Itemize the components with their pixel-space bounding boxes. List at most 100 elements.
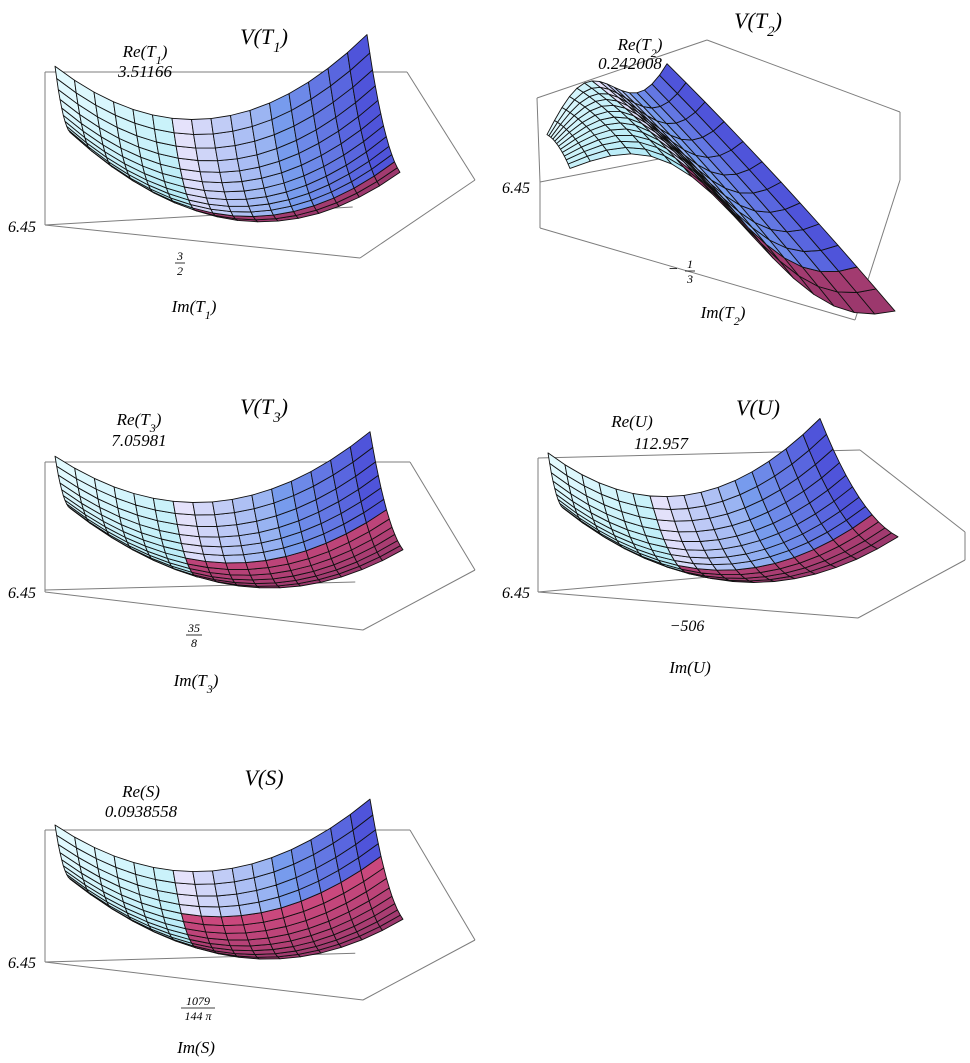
x-tick-label: −506 [670,618,705,635]
surface-patch [227,568,251,576]
surface-patch [659,63,687,94]
fixed-parameter-label: Re(T1) [122,42,168,67]
z-tick-label: 6.45 [8,585,36,602]
surface-patch [194,514,218,527]
x-tick-denominator: 3 [686,272,693,286]
surface-patch [198,536,222,548]
x-tick-denominator: 2 [177,264,183,278]
surface-patch [196,525,220,538]
surface-patch [191,118,214,135]
x-tick-denominator: 144 π [184,1009,212,1023]
surface-patch [174,512,198,527]
surface-patch [193,133,216,149]
fixed-parameter-value: 7.05981 [111,431,166,450]
surface-patch [229,945,254,952]
x-tick-label: 358 [186,621,202,650]
surface-patch [802,418,827,451]
surface-patch [197,160,221,173]
surface-patch [223,924,247,934]
box-edge [359,179,476,259]
surface-patch [219,170,243,184]
fixed-parameter-label: Re(T2) [617,35,663,60]
box-edge [706,39,901,113]
box-edge [537,591,859,619]
surface-patch [201,181,225,193]
z-tick-label: 6.45 [502,180,530,197]
box-edge [536,97,541,183]
x-tick-label: −13 [668,257,695,286]
panel-title: V(U) [736,395,780,420]
panel-1: V(T1) Re(T1)3.51166 6.45 32 Im(T1) [8,24,476,322]
box-edge [44,961,364,1001]
surface-patch [223,554,247,564]
surface-mesh [547,418,899,583]
box-edge [406,71,476,181]
box-edge [362,569,476,631]
z-tick-label: 6.45 [8,955,36,972]
surface-patch [221,181,245,193]
panel-title: V(T1) [240,24,288,56]
surface-patch [220,915,245,927]
surface-patch [200,545,224,556]
surface-patch [192,501,216,516]
z-tick-label: 6.45 [502,585,530,602]
fixed-parameter-value: 112.957 [634,434,689,453]
box-edge [409,829,476,941]
surface-mesh [54,431,404,589]
surface-patch [172,500,196,516]
surface-patch [198,906,222,918]
panel-3: V(T3) Re(T3)7.05981 6.45 358 Im(T3) [8,394,476,696]
surface-mesh [54,798,404,960]
x-axis-label: Im(T3) [173,671,219,696]
surface-patch [218,535,242,548]
surface-patch [225,932,249,941]
surface-patch [174,882,198,897]
x-tick-numerator: 1079 [186,994,210,1008]
box-edge [857,559,966,619]
surface-patch [349,431,374,463]
surface-patch [220,545,245,556]
surface-patch [192,870,216,885]
surface-patch [212,498,235,516]
fixed-parameter-label: Re(T3) [116,410,162,435]
x-tick-numerator: 1 [687,257,693,271]
panel-title: V(T2) [734,8,782,40]
box-edge [409,461,476,571]
panel-title: V(T3) [240,394,288,426]
x-axis-label: Im(S) [176,1038,215,1057]
box-edge [859,449,966,533]
panel-4: V(U) Re(U) 112.957 6.45 −506 Im(U) [502,395,966,677]
surface-patch [212,867,235,885]
surface-patch [228,205,252,213]
surface-patch [225,562,249,570]
box-edge [44,224,361,259]
surface-patch [173,132,197,149]
surface-patch [210,115,234,135]
box-edge [539,227,856,321]
surface-mesh [546,63,896,315]
surface-patch [196,895,220,908]
surface-mesh [54,34,401,223]
surface-patch [194,883,218,897]
z-tick-label: 6.45 [8,219,36,236]
x-tick-denominator: 8 [191,636,197,650]
box-edge [536,39,708,99]
surface-patch [223,190,247,201]
surface-patch [200,915,224,927]
surface-patch [349,798,374,831]
x-axis-label: Im(T1) [171,297,217,322]
x-tick-numerator: 3 [176,249,183,263]
surface-patch [172,869,196,885]
surface-patch [195,147,219,162]
box-edge [362,939,476,1001]
surface-patch [171,117,195,135]
surface-patch [226,198,250,207]
fixed-parameter-value: 0.242008 [598,54,662,73]
surface-patch [199,171,223,184]
x-axis-label: Im(T2) [700,303,746,328]
surface-patch [227,939,251,947]
x-tick-numerator: 35 [187,621,200,635]
